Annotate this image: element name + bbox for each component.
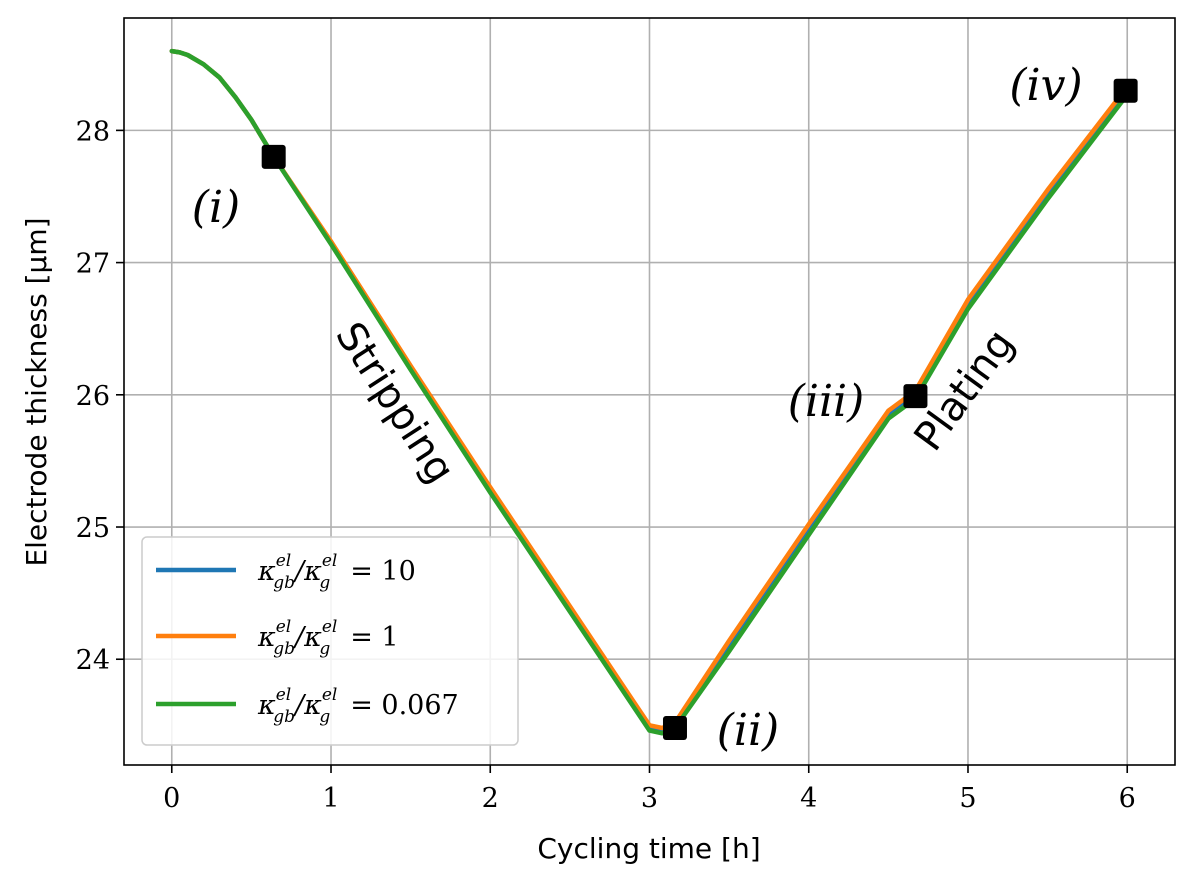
marker-point-3 <box>903 384 928 409</box>
legend-slash: / <box>292 690 307 721</box>
legend-kappa-den: κ <box>303 690 322 721</box>
marker-point-2 <box>662 715 687 740</box>
legend-slash: / <box>292 622 307 653</box>
ticks: 0 1 2 3 4 5 6 24 25 26 27 28 <box>76 116 1136 814</box>
y-axis-label: Electrode thickness [μm] <box>20 217 53 566</box>
series-layer <box>169 48 1130 736</box>
legend-kappa-den: κ <box>303 622 322 653</box>
legend-sup-den: el <box>322 685 338 705</box>
x-tick-label: 4 <box>800 783 817 814</box>
legend-sub: gb <box>273 573 295 593</box>
annotation-i: (i) <box>192 182 240 233</box>
grid <box>124 18 1175 765</box>
y-tick-label: 25 <box>76 513 110 544</box>
legend-entry-1: κel gb/κel g = 1 <box>257 617 399 659</box>
legend-sup: el <box>276 685 292 705</box>
x-axis-label: Cycling time [h] <box>537 832 760 865</box>
legend-slash: / <box>292 556 307 587</box>
legend-kappa: κ <box>257 622 276 653</box>
marker-layer <box>261 78 1138 740</box>
legend-sup: el <box>276 617 292 637</box>
legend-entry-0067: κel gb/κel g = 0.067 <box>257 685 459 727</box>
marker-point-1 <box>261 144 286 169</box>
legend-value: = 10 <box>350 556 416 587</box>
annotation-iv: (iv) <box>1009 60 1082 111</box>
legend-entry-10: κel gb/κel g = 10 <box>257 551 416 593</box>
x-tick-label: 5 <box>959 783 976 814</box>
legend-sub: gb <box>273 639 295 659</box>
legend-value: = 1 <box>350 622 398 653</box>
x-tick-label: 0 <box>163 783 180 814</box>
legend-sup-den: el <box>322 617 338 637</box>
y-tick-label: 26 <box>76 381 110 412</box>
legend-value: = 0.067 <box>350 690 459 721</box>
legend-sub-den: g <box>319 639 330 659</box>
x-tick-label: 1 <box>322 783 339 814</box>
series-line-2 <box>169 48 1130 736</box>
x-tick-label: 6 <box>1119 783 1136 814</box>
y-tick-label: 28 <box>76 116 110 147</box>
legend-sub-den: g <box>319 707 330 727</box>
legend-kappa-den: κ <box>303 556 322 587</box>
legend-sub-den: g <box>319 573 330 593</box>
x-tick-label: 2 <box>482 783 499 814</box>
y-tick-label: 24 <box>76 645 110 676</box>
annotation-ii: (ii) <box>717 705 779 756</box>
y-tick-label: 27 <box>76 249 110 280</box>
annotation-iii: (iii) <box>788 376 865 427</box>
legend-sup: el <box>276 551 292 571</box>
legend-kappa: κ <box>257 690 276 721</box>
x-tick-label: 3 <box>641 783 658 814</box>
legend-box <box>141 536 519 746</box>
legend-sub: gb <box>273 707 295 727</box>
marker-point-4 <box>1113 78 1138 103</box>
legend-kappa: κ <box>257 556 276 587</box>
legend: κel gb/κel g = 10 κel gb/κel g = 1 κel gb/κel g =… <box>141 536 519 746</box>
legend-sup-den: el <box>322 551 338 571</box>
